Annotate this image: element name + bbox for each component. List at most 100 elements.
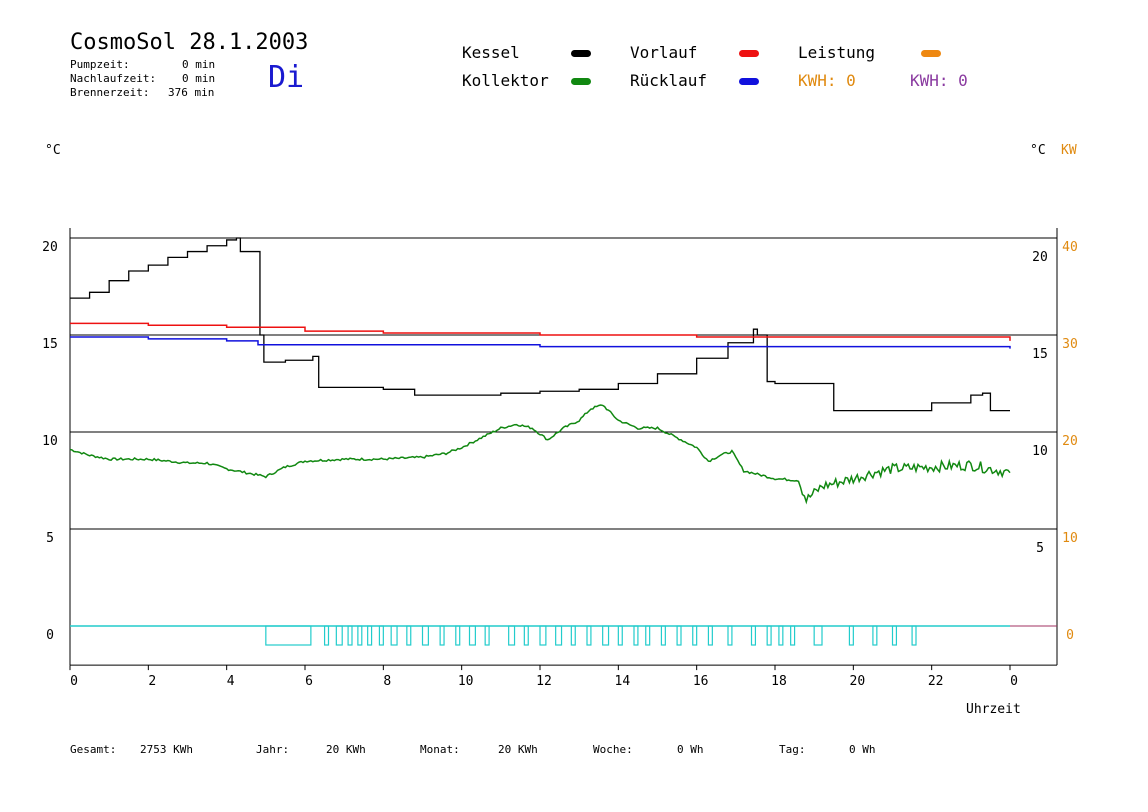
series-pumpe-block [676, 625, 682, 646]
series-pumpe-block [455, 625, 461, 646]
series-pumpe-block [727, 625, 733, 646]
y-right-tick-label: 20 [1032, 250, 1048, 265]
y-right-tick-label: 15 [1032, 347, 1048, 362]
stat-value-nachlaufzeit: 0 min [182, 72, 216, 85]
y-right-kw-tick-label: 0 [1066, 628, 1074, 643]
left-axis-unit: °C [45, 143, 61, 158]
x-tick-label: 8 [383, 674, 391, 689]
y-left-tick-label: 0 [46, 628, 54, 643]
series-pumpe-block [484, 625, 490, 646]
series-pumpe-block [633, 625, 639, 646]
legend-leistung-swatch [921, 50, 941, 57]
y-left-tick-label: 10 [42, 434, 58, 449]
y-right-kw-tick-label: 10 [1062, 531, 1078, 546]
stat-label-pumpzeit: Pumpzeit: [70, 58, 130, 71]
total-tag-value: 0 Wh [849, 743, 876, 756]
legend-kollektor: Kollektor [462, 71, 549, 90]
series-pumpe-block [891, 625, 898, 646]
series-pumpe-block [790, 625, 796, 646]
x-tick-label: 2 [148, 674, 156, 689]
x-tick-label: 10 [458, 674, 474, 689]
series-pumpe-block [523, 625, 529, 646]
series-pumpe-block [750, 625, 757, 646]
weekday-label: Di [268, 60, 305, 95]
y-right-kw-tick-label: 40 [1062, 240, 1078, 255]
series-pumpe-block [602, 625, 610, 646]
x-tick-label: 0 [1010, 674, 1018, 689]
legend-vorlauf: Vorlauf [630, 43, 698, 62]
series-pumpe-block [645, 625, 651, 646]
series-pumpe-block [323, 625, 330, 646]
page-title: CosmoSol 28.1.2003 [70, 30, 309, 55]
right-axis-unit: °C [1030, 143, 1046, 158]
x-axis-label: Uhrzeit [966, 702, 1021, 717]
series-pumpe-block [378, 625, 384, 646]
series-pumpe-block [617, 625, 623, 646]
stat-label-nachlaufzeit: Nachlaufzeit: [70, 72, 157, 85]
x-tick-label: 6 [305, 674, 313, 689]
legend-kwh-1: KWH: 0 [798, 71, 856, 90]
y-left-tick-label: 5 [46, 531, 54, 546]
series-pumpe-block [848, 625, 854, 646]
series-pumpe-block [778, 625, 784, 646]
series-pumpe-block [421, 625, 429, 646]
series-pumpe-block [335, 625, 343, 646]
series-pumpe-block [692, 625, 698, 646]
series-rcklauf-line [70, 336, 1011, 349]
series-vorlauf-line [70, 322, 1011, 341]
total-woche-value: 0 Wh [677, 743, 704, 756]
legend-vorlauf-swatch [739, 50, 759, 57]
series-pumpe-block [813, 625, 823, 646]
y-left-tick-label: 15 [42, 337, 58, 352]
y-left-tick-label: 20 [42, 240, 58, 255]
total-gesamt-value: 2753 KWh [140, 743, 193, 756]
x-tick-label: 22 [928, 674, 944, 689]
series-pumpe-block [406, 625, 412, 646]
series-pumpe-block [570, 625, 576, 646]
series-pumpe-block [439, 625, 445, 646]
series-pumpe-block [872, 625, 878, 646]
legend-ruecklauf-swatch [739, 78, 759, 85]
x-tick-label: 20 [850, 674, 866, 689]
legend-kollektor-swatch [571, 78, 591, 85]
series-pumpe-block [367, 625, 373, 646]
y-right-tick-label: 10 [1032, 444, 1048, 459]
x-tick-label: 0 [70, 674, 78, 689]
total-jahr-value: 20 KWh [326, 743, 366, 756]
legend-kessel-swatch [571, 50, 591, 57]
series-pumpe-block [766, 625, 772, 646]
total-monat-value: 20 KWh [498, 743, 538, 756]
legend-kessel: Kessel [462, 43, 520, 62]
legend-kwh-2: KWH: 0 [910, 71, 968, 90]
legend-ruecklauf: Rücklauf [630, 71, 708, 90]
stat-value-brennerzeit: 376 min [168, 86, 215, 99]
x-tick-label: 16 [693, 674, 709, 689]
series-pumpe-block [707, 625, 713, 646]
y-right-kw-tick-label: 20 [1062, 434, 1078, 449]
x-tick-label: 14 [615, 674, 631, 689]
stat-value-pumpzeit: 0 min [182, 58, 216, 71]
x-tick-label: 12 [536, 674, 552, 689]
series-pumpe-block [347, 625, 353, 646]
series-pumpe-block [911, 625, 917, 646]
series-kessel-line [70, 237, 1010, 412]
y-right-kw-tick-label: 30 [1062, 337, 1078, 352]
y-right-tick-label: 5 [1036, 541, 1044, 556]
legend-leistung: Leistung [798, 43, 876, 62]
series-pumpe-block [586, 625, 592, 646]
series-pumpe-block [508, 625, 516, 646]
stat-label-brennerzeit: Brennerzeit: [70, 86, 150, 99]
x-tick-label: 4 [227, 674, 235, 689]
total-jahr-label: Jahr: [256, 743, 290, 756]
right-axis-unit-kw: KW [1061, 143, 1077, 158]
series-pumpe-block [357, 625, 363, 646]
total-tag-label: Tag: [779, 743, 806, 756]
x-tick-label: 18 [771, 674, 787, 689]
total-monat-label: Monat: [420, 743, 460, 756]
series-pumpe-block [468, 625, 476, 646]
series-pumpe-block [539, 625, 547, 646]
series-pumpe-block [555, 625, 563, 646]
total-gesamt-label: Gesamt: [70, 743, 117, 756]
series-pumpe-block [390, 625, 398, 646]
